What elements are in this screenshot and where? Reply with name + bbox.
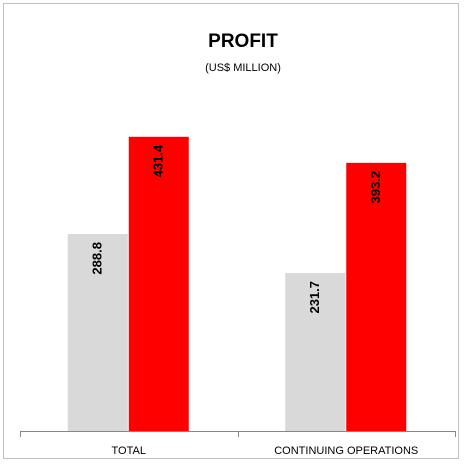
data-label: 231.7: [307, 281, 322, 314]
data-label: 431.4: [151, 144, 166, 177]
data-label: 393.2: [368, 171, 383, 204]
bar: [285, 272, 346, 431]
x-tick-label: TOTAL: [112, 445, 146, 457]
data-label: 288.8: [90, 242, 105, 275]
bar: [346, 162, 407, 432]
bar: [128, 136, 189, 431]
x-tick-label: CONTINUING OPERATIONS: [274, 445, 418, 457]
bar: [67, 234, 128, 431]
chart-title: PROFIT: [208, 31, 278, 52]
chart-subtitle: (US$ MILLION): [205, 62, 281, 74]
